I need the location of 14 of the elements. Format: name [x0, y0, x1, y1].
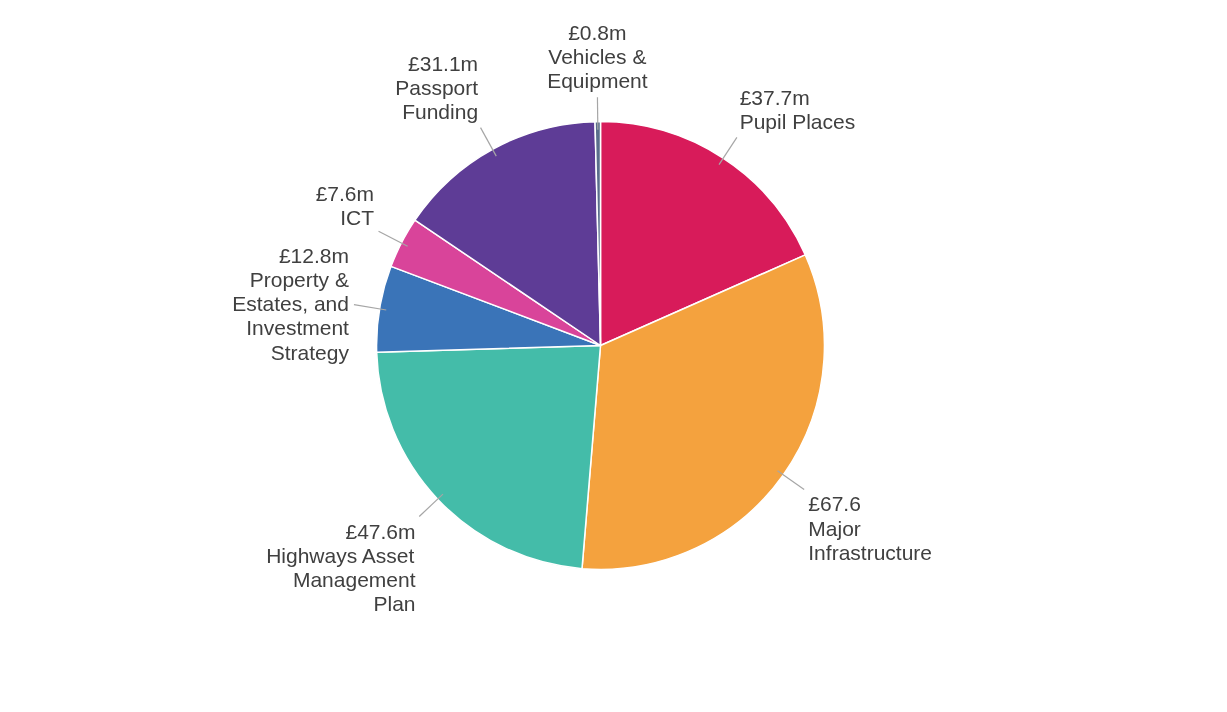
slice-label: Vehicles & Equipment	[547, 44, 648, 93]
slice-label: ICT	[340, 205, 375, 229]
data-label: £67.6	[808, 492, 861, 516]
slice-label: Pupil Places	[739, 110, 856, 134]
slice-label: Highways Asset Management Plan	[266, 544, 416, 616]
slice-label: Major Infrastructure	[808, 516, 933, 564]
data-label: £37.7m	[739, 85, 810, 109]
data-label: £31.1m	[408, 51, 479, 75]
slice-label: Passport Funding	[395, 76, 479, 124]
data-label: £47.6m	[345, 519, 416, 543]
data-label: £7.6m	[315, 181, 375, 205]
slice-label: Property & Estates, and Investment Strategy	[232, 268, 350, 364]
data-label: £12.8m	[278, 243, 349, 267]
data-label: £0.8m	[568, 20, 627, 44]
